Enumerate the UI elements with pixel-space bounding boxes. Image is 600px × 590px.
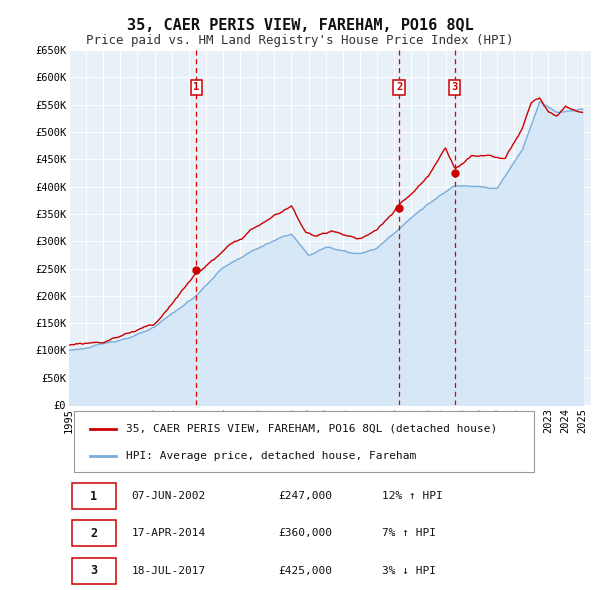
Text: £247,000: £247,000 xyxy=(278,491,332,501)
Text: £360,000: £360,000 xyxy=(278,529,332,538)
Text: 3: 3 xyxy=(90,564,97,577)
Text: 35, CAER PERIS VIEW, FAREHAM, PO16 8QL (detached house): 35, CAER PERIS VIEW, FAREHAM, PO16 8QL (… xyxy=(127,424,497,434)
Text: 35, CAER PERIS VIEW, FAREHAM, PO16 8QL: 35, CAER PERIS VIEW, FAREHAM, PO16 8QL xyxy=(127,18,473,33)
Text: HPI: Average price, detached house, Fareham: HPI: Average price, detached house, Fare… xyxy=(127,451,416,461)
Text: 2: 2 xyxy=(90,527,97,540)
Text: Price paid vs. HM Land Registry's House Price Index (HPI): Price paid vs. HM Land Registry's House … xyxy=(86,34,514,47)
Text: 1: 1 xyxy=(90,490,97,503)
Text: 7% ↑ HPI: 7% ↑ HPI xyxy=(382,529,436,538)
Text: 07-JUN-2002: 07-JUN-2002 xyxy=(131,491,206,501)
Text: 17-APR-2014: 17-APR-2014 xyxy=(131,529,206,538)
Text: 12% ↑ HPI: 12% ↑ HPI xyxy=(382,491,443,501)
FancyBboxPatch shape xyxy=(74,411,533,473)
Text: 1: 1 xyxy=(193,83,199,93)
FancyBboxPatch shape xyxy=(71,558,116,584)
FancyBboxPatch shape xyxy=(71,483,116,509)
Text: £425,000: £425,000 xyxy=(278,566,332,576)
FancyBboxPatch shape xyxy=(71,520,116,546)
Text: 3% ↓ HPI: 3% ↓ HPI xyxy=(382,566,436,576)
Text: 18-JUL-2017: 18-JUL-2017 xyxy=(131,566,206,576)
Text: 2: 2 xyxy=(396,83,402,93)
Text: 3: 3 xyxy=(452,83,458,93)
